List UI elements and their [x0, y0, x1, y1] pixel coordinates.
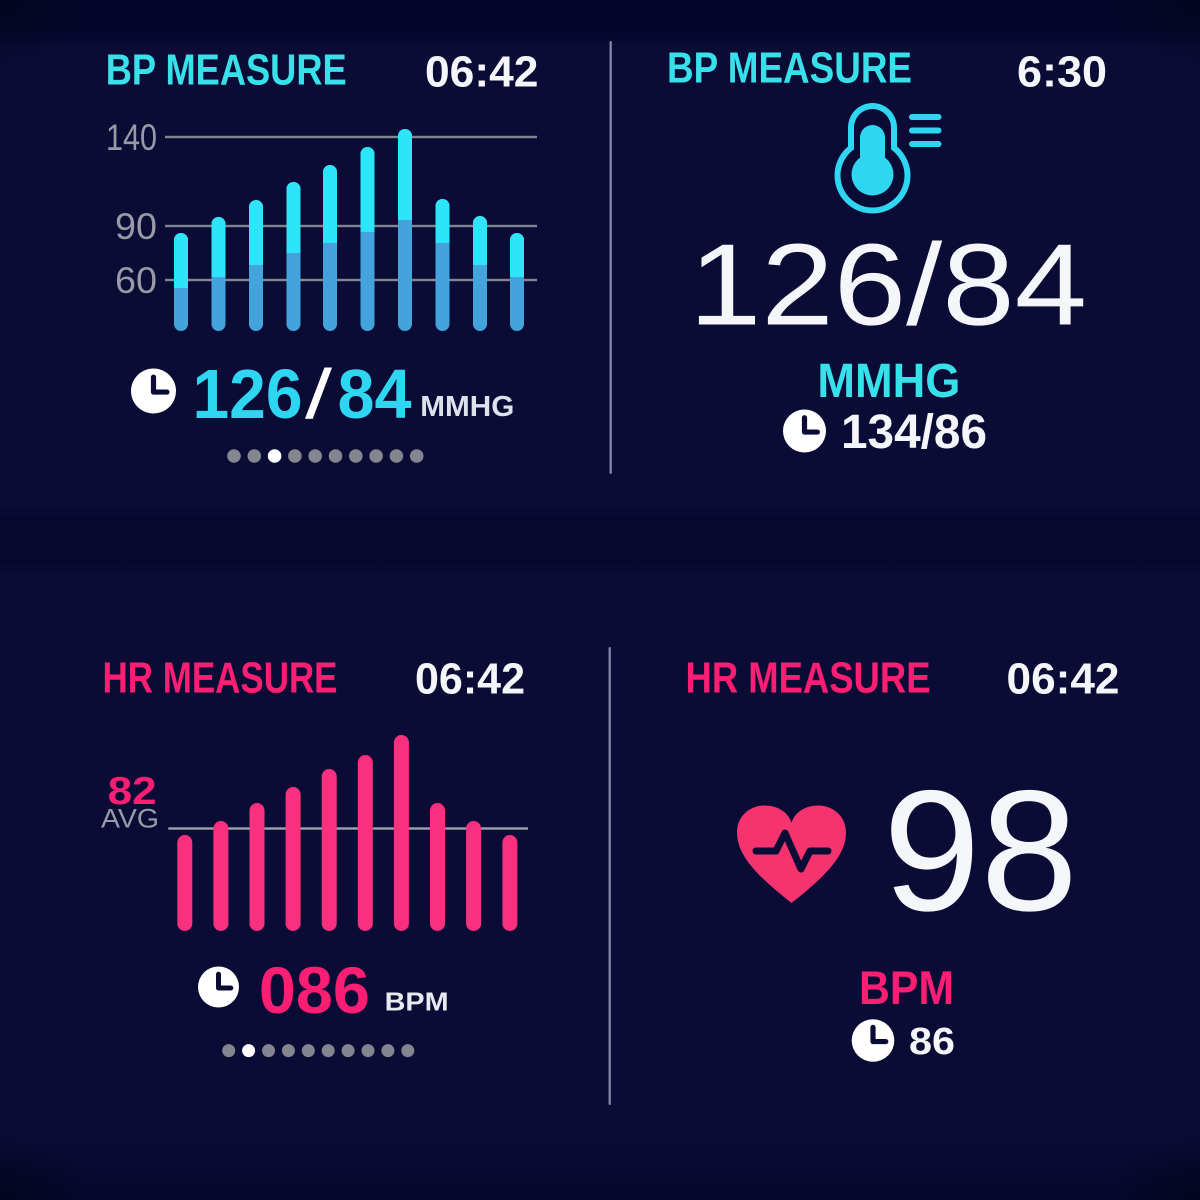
svg-text:126/84: 126/84 [689, 220, 1087, 350]
svg-text:82: 82 [108, 770, 157, 813]
svg-text:BPM: BPM [859, 961, 954, 1014]
svg-text:AVG: AVG [101, 804, 159, 834]
svg-text:BP MEASURE: BP MEASURE [667, 44, 912, 93]
svg-text:60: 60 [115, 260, 157, 301]
svg-text:06:42: 06:42 [1007, 655, 1120, 704]
svg-text:BP MEASURE: BP MEASURE [106, 46, 347, 95]
svg-text:HR MEASURE: HR MEASURE [686, 654, 931, 703]
svg-text:86: 86 [909, 1021, 955, 1063]
svg-text:MMHG: MMHG [817, 355, 960, 408]
svg-text:086: 086 [259, 953, 370, 1027]
svg-text:/: / [305, 355, 333, 433]
svg-text:98: 98 [883, 755, 1078, 947]
svg-text:06:42: 06:42 [415, 655, 525, 704]
svg-text:MMHG: MMHG [420, 391, 514, 423]
svg-text:90: 90 [115, 206, 157, 247]
svg-text:HR MEASURE: HR MEASURE [103, 654, 338, 703]
svg-text:134/86: 134/86 [841, 406, 987, 459]
svg-text:6:30: 6:30 [1017, 48, 1107, 97]
svg-text:140: 140 [106, 117, 157, 158]
svg-text:84: 84 [338, 355, 412, 433]
svg-text:BPM: BPM [385, 987, 449, 1017]
svg-text:06:42: 06:42 [425, 48, 539, 97]
svg-text:126: 126 [193, 355, 303, 433]
